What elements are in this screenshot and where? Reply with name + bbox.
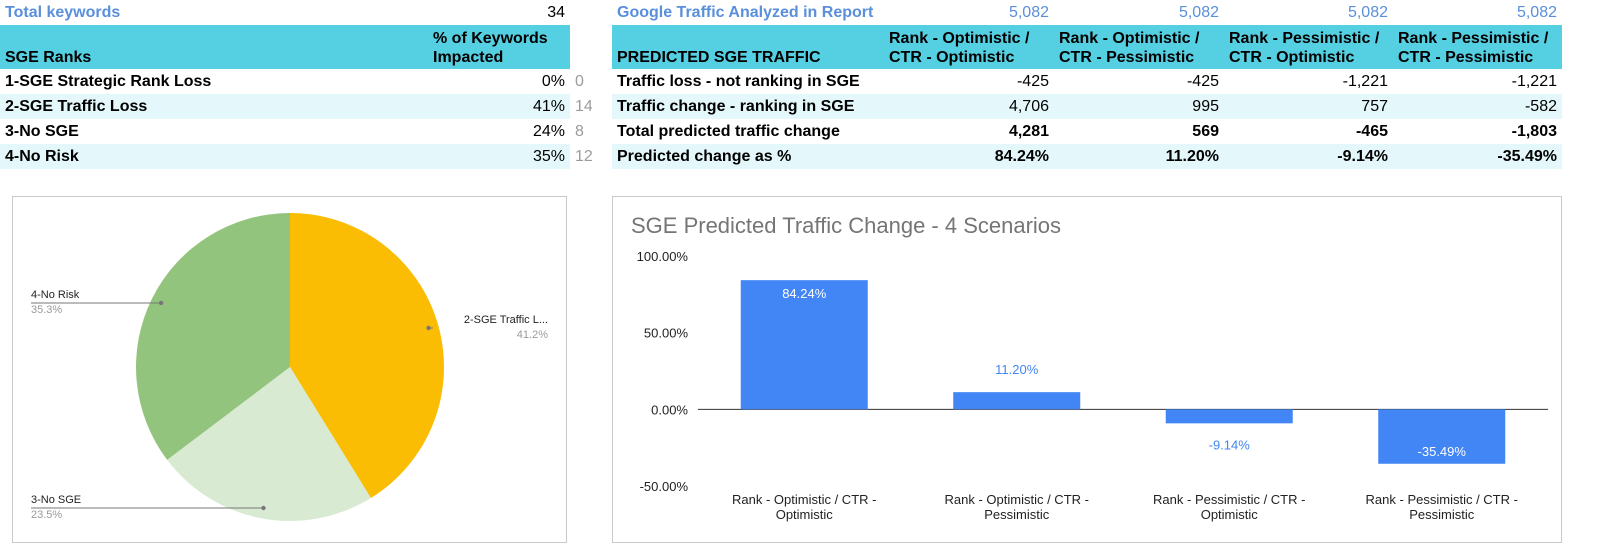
x-tick-label: Optimistic <box>776 507 834 522</box>
scenario-header: Rank - Pessimistic / CTR - Optimistic <box>1224 25 1393 69</box>
pie-slice <box>290 213 444 499</box>
pie-slice <box>136 213 290 460</box>
bar-chart-panel: SGE Predicted Traffic Change - 4 Scenari… <box>612 196 1562 543</box>
sge-ranks-header: SGE Ranks % of Keywords Impacted <box>0 25 592 69</box>
x-tick-label: Pessimistic <box>1409 507 1475 522</box>
bar-chart-title: SGE Predicted Traffic Change - 4 Scenari… <box>631 213 1061 238</box>
pie-slice-label: 4-No Risk <box>31 289 80 301</box>
bar <box>740 280 868 410</box>
traffic-row: Traffic loss - not ranking in SGE -425 -… <box>617 72 1557 90</box>
pie-slice-label: 3-No SGE <box>31 494 81 506</box>
pie-chart: 2-SGE Traffic L... 41.2% 3-No SGE 23.5% 4-No… <box>31 213 548 521</box>
x-tick-label: Rank - Optimistic / CTR - <box>945 492 1089 507</box>
scenario-header: Rank - Optimistic / CTR - Pessimistic <box>1054 25 1224 69</box>
predicted-traffic-table: Google Traffic Analyzed in Report 5,082 … <box>612 0 1562 169</box>
bar-value-label: 84.24% <box>782 286 827 301</box>
bar-value-label: -35.49% <box>1418 444 1467 459</box>
y-tick-label: 50.00% <box>644 326 689 341</box>
y-tick-label: 0.00% <box>651 402 688 417</box>
pie-label-dot <box>261 505 266 511</box>
pie-slice-percent: 35.3% <box>31 304 62 316</box>
scenario-header: Rank - Optimistic / CTR - Optimistic <box>884 25 1054 69</box>
traffic-row: Total predicted traffic change 4,281 569… <box>617 122 1557 140</box>
bar <box>953 392 1081 410</box>
total-keywords-row: Total keywords 34 <box>0 0 592 25</box>
x-tick-label: Rank - Pessimistic / CTR - <box>1153 492 1305 507</box>
bar-chart: SGE Predicted Traffic Change - 4 Scenari… <box>631 213 1548 522</box>
pie-slice-percent: 23.5% <box>31 509 62 521</box>
sge-rank-row: 3-No SGE 24% 8 <box>5 122 584 140</box>
predicted-traffic-header: PREDICTED SGE TRAFFIC Rank - Optimistic … <box>612 25 1562 69</box>
pie-slice-percent: 41.2% <box>517 329 548 341</box>
bar-value-label: -9.14% <box>1209 437 1251 452</box>
pie-chart-panel: 2-SGE Traffic L... 41.2% 3-No SGE 23.5% 4-No… <box>12 196 567 543</box>
sge-rank-row: 4-No Risk 35% 12 <box>0 144 592 169</box>
traffic-analyzed-label: Google Traffic Analyzed in Report <box>617 3 874 21</box>
traffic-row: Predicted change as % 84.24% 11.20% -9.1… <box>612 144 1562 169</box>
traffic-analyzed-row: Google Traffic Analyzed in Report 5,082 … <box>612 0 1562 25</box>
y-tick-label: 100.00% <box>637 249 689 264</box>
total-keywords-value: 34 <box>547 3 565 21</box>
x-tick-label: Rank - Pessimistic / CTR - <box>1366 492 1518 507</box>
bar-value-label: 11.20% <box>995 362 1039 377</box>
total-keywords-label: Total keywords <box>5 3 121 21</box>
pie-slice-label: 2-SGE Traffic L... <box>464 314 548 326</box>
x-tick-label: Rank - Optimistic / CTR - <box>732 492 876 507</box>
keywords-impacted-header: % of Keywords Impacted <box>428 25 570 69</box>
sge-rank-row: 2-SGE Traffic Loss 41% 14 <box>0 94 592 119</box>
x-tick-label: Pessimistic <box>984 507 1050 522</box>
sge-rank-row: 1-SGE Strategic Rank Loss 0% 0 <box>5 72 584 90</box>
bar <box>1378 409 1506 464</box>
pie-slice <box>167 367 371 521</box>
traffic-row: Traffic change - ranking in SGE 4,706 99… <box>612 94 1562 119</box>
scenario-header: Rank - Pessimistic / CTR - Pessimistic <box>1393 25 1562 69</box>
keywords-table: Total keywords 34 SGE Ranks % of Keyword… <box>0 0 592 169</box>
bar <box>1165 409 1293 424</box>
x-tick-label: Optimistic <box>1201 507 1259 522</box>
sge-ranks-header-label: SGE Ranks <box>0 25 428 69</box>
predicted-traffic-header-label: PREDICTED SGE TRAFFIC <box>612 25 884 69</box>
y-tick-label: -50.00% <box>640 479 689 494</box>
